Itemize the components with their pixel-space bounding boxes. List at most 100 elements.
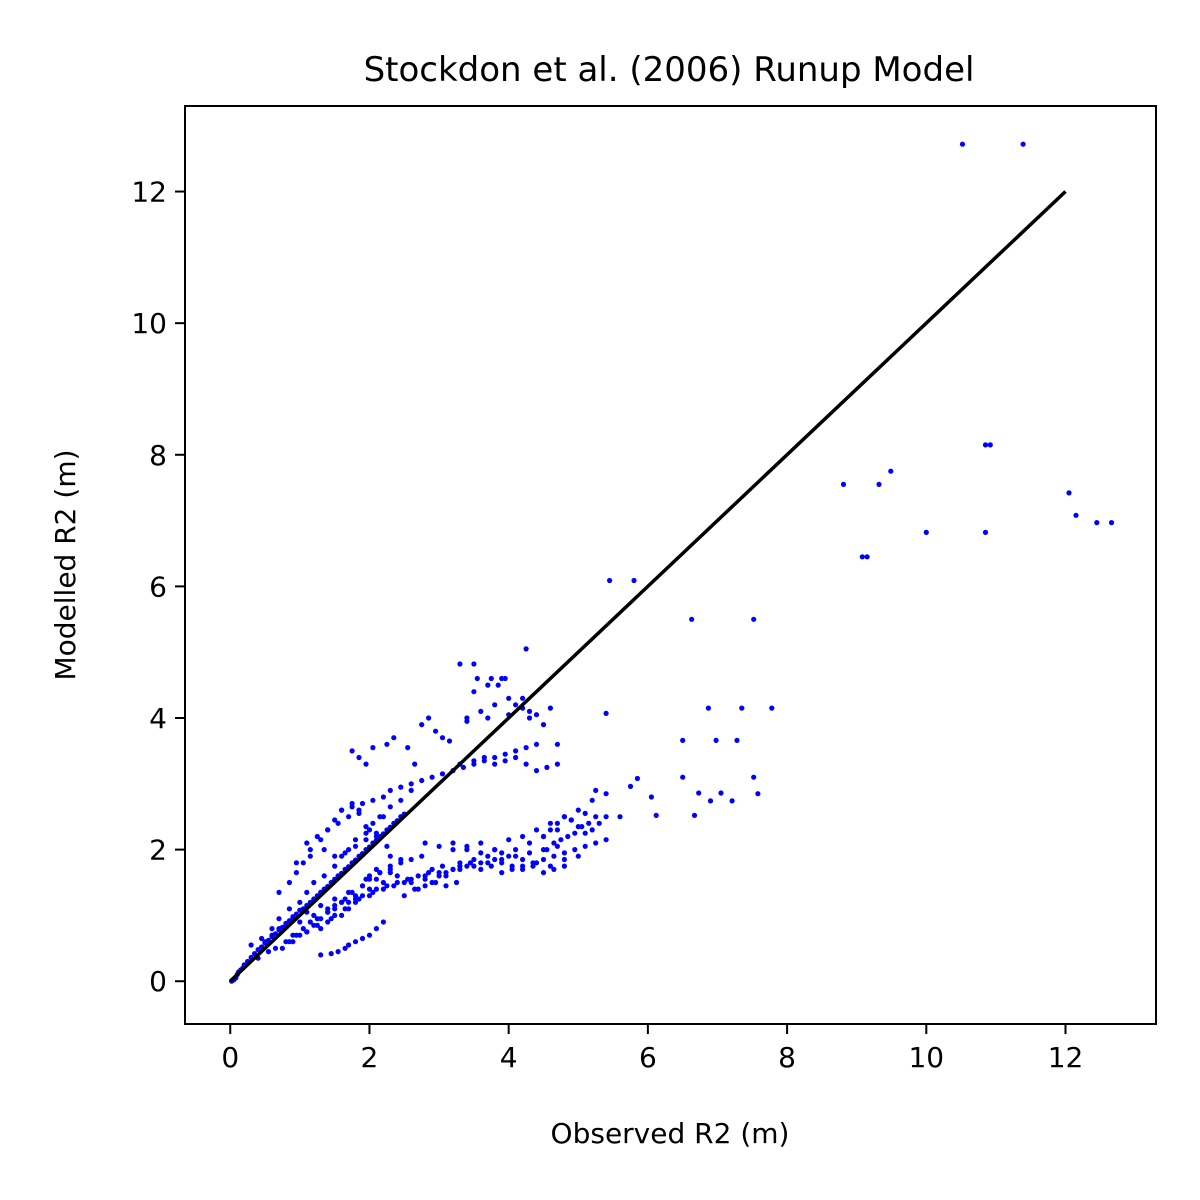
data-point (513, 853, 519, 859)
data-point (705, 705, 712, 711)
data-point (540, 870, 547, 876)
data-point (523, 646, 529, 652)
data-point (377, 814, 383, 820)
data-point (523, 761, 529, 767)
data-point (297, 899, 303, 905)
data-point (502, 675, 508, 682)
data-point (582, 843, 588, 849)
data-point (478, 866, 484, 873)
data-point (457, 863, 463, 869)
data-point (533, 712, 540, 718)
data-point (363, 837, 369, 843)
data-point (689, 616, 695, 622)
data-point (513, 847, 519, 853)
data-point (888, 468, 894, 474)
data-point (718, 790, 724, 796)
y-tick-label: 8 (149, 439, 167, 472)
data-point (332, 906, 338, 912)
data-point (506, 853, 512, 859)
data-point (495, 682, 501, 688)
y-axis-ticks: 0 2 4 6 8 10 12 (131, 176, 185, 998)
data-point (443, 870, 449, 876)
data-point (370, 745, 376, 751)
data-point (408, 781, 414, 787)
data-point (366, 886, 373, 892)
data-point (387, 853, 393, 859)
data-point (314, 833, 320, 840)
data-point (384, 843, 390, 849)
data-point (713, 737, 719, 744)
chart-title: Stockdon et al. (2006) Runup Model (364, 50, 975, 90)
data-point (540, 856, 547, 863)
y-tick-label: 4 (149, 702, 167, 735)
x-tick-label: 6 (639, 1041, 657, 1074)
data-point (373, 876, 379, 882)
data-point (729, 798, 735, 804)
data-point (499, 850, 505, 856)
data-point (419, 722, 425, 728)
data-point (297, 919, 303, 925)
y-tick-label: 0 (149, 965, 167, 998)
data-point (492, 761, 498, 767)
data-point (380, 919, 386, 925)
data-point (276, 889, 282, 896)
data-point (325, 919, 331, 925)
data-point (318, 926, 324, 932)
data-point (593, 814, 599, 820)
data-point (586, 820, 592, 826)
data-point (561, 814, 568, 820)
data-point (464, 715, 470, 721)
data-point (279, 945, 285, 951)
data-point (1094, 520, 1100, 526)
data-point (474, 675, 480, 682)
data-point (554, 820, 561, 826)
data-point (429, 866, 435, 873)
data-point (593, 840, 599, 846)
y-tick-label: 10 (131, 307, 167, 340)
data-point (276, 916, 282, 922)
data-point (377, 870, 383, 876)
data-point (349, 804, 355, 810)
data-point (523, 745, 529, 751)
data-point (405, 876, 411, 882)
data-point (265, 949, 272, 955)
data-point (300, 860, 306, 866)
data-point (339, 899, 345, 905)
data-point (526, 715, 533, 721)
data-point (373, 886, 379, 892)
data-point (492, 847, 498, 853)
data-point (540, 722, 547, 728)
data-point (405, 745, 411, 751)
data-point (478, 850, 484, 856)
data-point (499, 870, 505, 876)
data-point (359, 883, 366, 889)
data-point (617, 814, 623, 820)
data-point (481, 758, 487, 764)
data-point (840, 481, 847, 487)
data-point (307, 847, 313, 853)
data-point (373, 866, 379, 873)
data-point (631, 577, 637, 584)
data-point (540, 833, 547, 840)
data-point (530, 860, 536, 866)
data-point (363, 824, 369, 830)
data-point (1020, 141, 1026, 147)
data-point (356, 754, 362, 761)
data-point (318, 952, 324, 958)
data-point (439, 863, 446, 869)
data-point (653, 812, 659, 819)
data-point (398, 860, 404, 866)
data-point (433, 879, 439, 886)
data-point (506, 695, 512, 701)
y-tick-label: 2 (149, 834, 167, 867)
data-point (533, 827, 540, 833)
data-point (520, 856, 526, 863)
data-point (568, 817, 574, 823)
data-point (450, 847, 456, 853)
data-point (380, 879, 386, 886)
data-point (526, 840, 533, 846)
data-point (412, 761, 418, 767)
data-point (339, 853, 345, 859)
data-point (520, 833, 526, 840)
data-point (408, 879, 414, 886)
